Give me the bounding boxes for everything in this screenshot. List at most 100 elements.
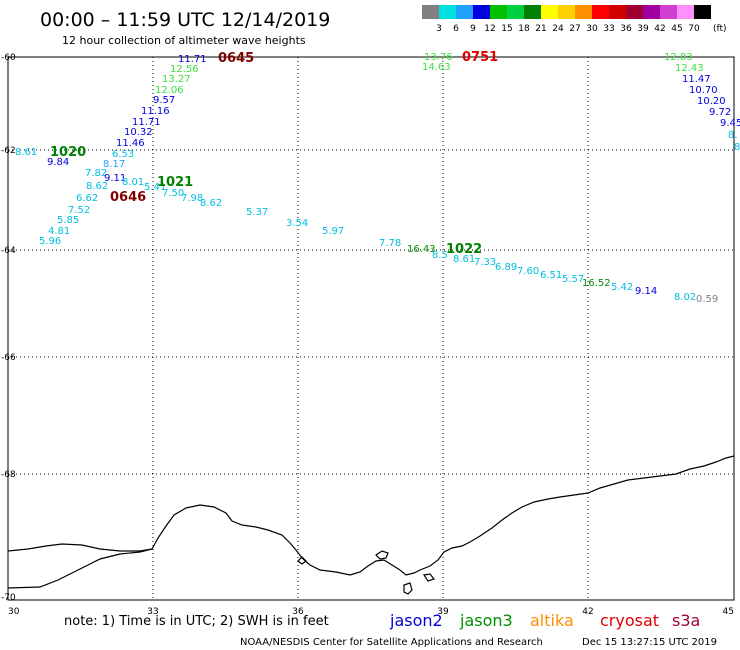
- legend-tick-label: 9: [470, 24, 476, 34]
- legend-tick-label: 24: [552, 24, 564, 34]
- lon-tick-label: 33: [147, 607, 158, 617]
- wave-height-label: 11.71: [132, 117, 161, 128]
- lon-tick-label: 45: [723, 607, 734, 617]
- satellite-legend: jason2 jason3 altika cryosat s3a: [389, 611, 700, 630]
- wave-height-label: 8.: [728, 130, 738, 141]
- wave-height-label: 14.63: [422, 62, 451, 73]
- wave-height-label: 10.20: [697, 96, 726, 107]
- lon-tick-label: 39: [437, 607, 449, 617]
- wave-height-label: 8: [734, 142, 740, 153]
- legend-tick-label: 15: [501, 24, 512, 34]
- map-title: 00:00 – 11:59 UTC 12/14/2019: [40, 9, 330, 31]
- legend-tick-label: 3: [436, 24, 442, 34]
- wave-height-label: 7.60: [517, 266, 539, 277]
- pass-time-labels: 0645 0751 1020 1021 0646 1022: [50, 50, 498, 257]
- legend-tick-label: 21: [535, 24, 546, 34]
- legend-swatch: [609, 5, 626, 19]
- footer-generated: Dec 15 13:27:15 UTC 2019: [582, 637, 717, 648]
- legend-swatch: [626, 5, 643, 19]
- lon-tick-label: 36: [292, 607, 304, 617]
- wave-height-label: 9.72: [709, 107, 731, 118]
- map-grid: [8, 56, 734, 600]
- pass-time-label: 0645: [218, 51, 254, 66]
- wave-height-label: 11.71: [178, 54, 207, 65]
- legend-swatch: [456, 5, 473, 19]
- wave-height-label: 8.62: [200, 198, 222, 209]
- wave-height-label: 6.89: [495, 262, 517, 273]
- legend-swatch: [490, 5, 507, 19]
- wave-height-label: 8.61: [453, 254, 475, 265]
- island-3: [403, 582, 413, 595]
- wave-height-label: 11.46: [116, 138, 145, 149]
- island-2: [297, 556, 307, 565]
- wave-height-label: 12.06: [155, 85, 184, 96]
- pass-time-label: 0751: [462, 50, 498, 65]
- wave-height-label: 8.62: [86, 181, 108, 192]
- lat-tick-label: -66: [1, 353, 16, 363]
- legend-swatch: [422, 5, 439, 19]
- legend-tick-label: 12: [484, 24, 495, 34]
- pass-time-label: 1020: [50, 145, 86, 160]
- map-frame: [7, 56, 735, 601]
- legend-swatch: [541, 5, 558, 19]
- wave-height-label: 0.59: [696, 294, 718, 305]
- lat-tick-label: -64: [1, 246, 16, 256]
- wave-height-label: 5.97: [322, 226, 344, 237]
- wave-height-label: 7.52: [68, 205, 90, 216]
- legend-swatch: [507, 5, 524, 19]
- legend-swatch: [439, 5, 456, 19]
- legend-swatch: [524, 5, 541, 19]
- legend-tick-label: 18: [518, 24, 530, 34]
- wave-height-label: 7.50: [162, 188, 184, 199]
- footer-credit: NOAA/NESDIS Center for Satellite Applica…: [240, 637, 543, 648]
- legend-tick-label: 33: [603, 24, 614, 34]
- wave-height-label: 8.01: [122, 177, 144, 188]
- wave-height-label: 3.54: [286, 218, 308, 229]
- latitude-ticks: -60 -62 -64 -66 -68 -70: [1, 53, 16, 603]
- legend-swatch: [694, 5, 711, 19]
- wave-height-label: 13.27: [162, 74, 191, 85]
- wave-height-label: 7.33: [474, 257, 496, 268]
- satellite-name: jason2: [389, 611, 443, 630]
- legend-tick-label: 45: [671, 24, 682, 34]
- legend-tick-label: 30: [586, 24, 598, 34]
- wave-height-label: 8.02: [674, 292, 696, 303]
- satellite-name: s3a: [672, 611, 700, 630]
- wave-height-label: 5.96: [39, 236, 61, 247]
- pass-time-label: 1022: [446, 242, 482, 257]
- wave-height-label: 8.5: [432, 250, 448, 261]
- legend-swatch: [660, 5, 677, 19]
- legend-unit: (ft): [713, 24, 727, 34]
- legend-swatch: [592, 5, 609, 19]
- wave-height-label: 6.53: [112, 149, 134, 160]
- wave-height-label: 9.84: [47, 157, 69, 168]
- wave-height-label: 6.62: [76, 193, 98, 204]
- pass-time-label: 1021: [157, 175, 193, 190]
- swh-color-scale: 3 6 9 12 15 18 21 24 27 30 33 36 39 42 45 70: [422, 5, 711, 34]
- legend-tick-label: 70: [688, 24, 700, 34]
- island-1: [375, 550, 389, 560]
- wave-height-label: 5.42: [611, 282, 633, 293]
- wave-height-label: 7.98: [181, 193, 203, 204]
- wave-height-label: 11.47: [682, 74, 711, 85]
- legend-tick-label: 42: [654, 24, 665, 34]
- wave-height-label: 13.76: [424, 52, 453, 63]
- lat-tick-label: -60: [1, 53, 16, 63]
- wave-height-label: 4.81: [48, 226, 70, 237]
- wave-height-label: 9.57: [153, 95, 175, 106]
- lat-tick-label: -70: [1, 593, 16, 603]
- longitude-ticks: 30 33 36 39 42 45: [8, 607, 734, 617]
- wave-height-label: 12.56: [170, 64, 199, 75]
- wave-height-label: 9.11: [104, 173, 126, 184]
- map-subtitle: 12 hour collection of altimeter wave hei…: [62, 34, 306, 47]
- wave-height-label: 12.43: [675, 63, 704, 74]
- legend-swatch: [473, 5, 490, 19]
- wave-height-label: 5.37: [246, 207, 268, 218]
- wave-height-label: 5.57: [562, 274, 584, 285]
- legend-tick-label: 27: [569, 24, 580, 34]
- legend-tick-label: 39: [637, 24, 649, 34]
- wave-height-labels: 11.7112.5613.2712.069.5711.1611.7110.321…: [15, 52, 740, 305]
- wave-height-label: 9.14: [635, 286, 657, 297]
- coastline-shelf: [7, 543, 153, 552]
